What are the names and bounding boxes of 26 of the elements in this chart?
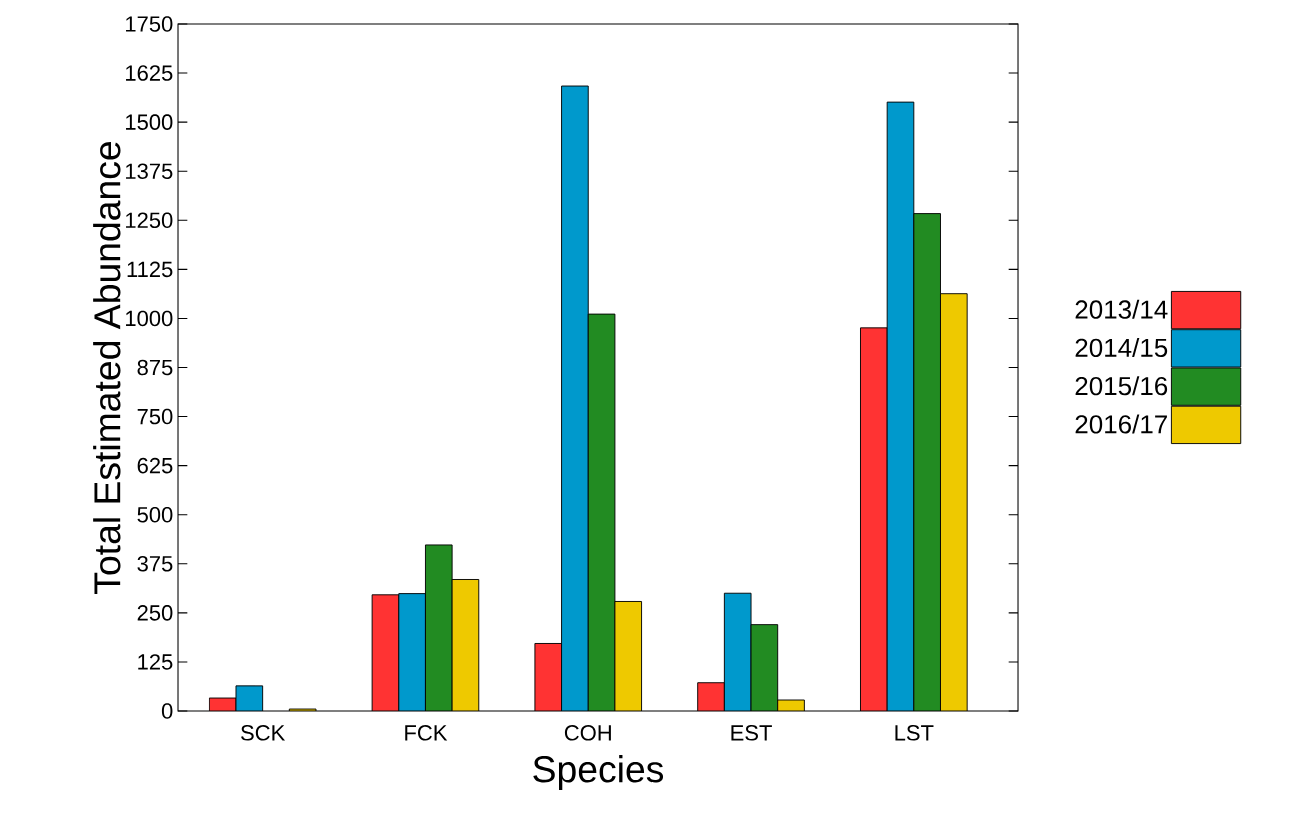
y-tick-label: 1500 xyxy=(126,114,173,130)
y-tick-label: 1750 xyxy=(126,16,173,32)
y-tick-label: 1625 xyxy=(126,65,173,81)
y-tick-label: 250 xyxy=(137,605,173,621)
y-tick-label: 1125 xyxy=(127,261,173,278)
x-tick-label: SCK xyxy=(241,725,286,741)
y-tick-label: 1000 xyxy=(126,310,173,327)
y-axis-title: Total Estimated Abundance xyxy=(93,142,121,594)
y-tick-label: 875 xyxy=(137,359,173,376)
y-tick-label: 125 xyxy=(138,654,173,670)
legend-label: 2013/14 xyxy=(1075,299,1168,319)
legend-label: 2016/17 xyxy=(1075,414,1167,434)
y-tick-label: 375 xyxy=(137,555,173,572)
legend-label: 2014/15 xyxy=(1075,337,1168,358)
x-tick-label: LST xyxy=(895,725,934,741)
y-tick-label: 1250 xyxy=(126,212,173,229)
x-axis-title: Species xyxy=(533,755,664,790)
y-tick-label: 1375 xyxy=(126,163,173,179)
y-tick-label: 750 xyxy=(137,408,173,425)
y-tick-label: 625 xyxy=(137,457,173,474)
y-tick-label: 500 xyxy=(137,506,173,523)
legend-label: 2015/16 xyxy=(1075,376,1168,396)
x-tick-label: EST xyxy=(731,725,772,741)
x-tick-label: FCK xyxy=(405,725,448,741)
x-tick-label: COH xyxy=(564,725,611,741)
y-tick-label: 0 xyxy=(161,703,173,719)
